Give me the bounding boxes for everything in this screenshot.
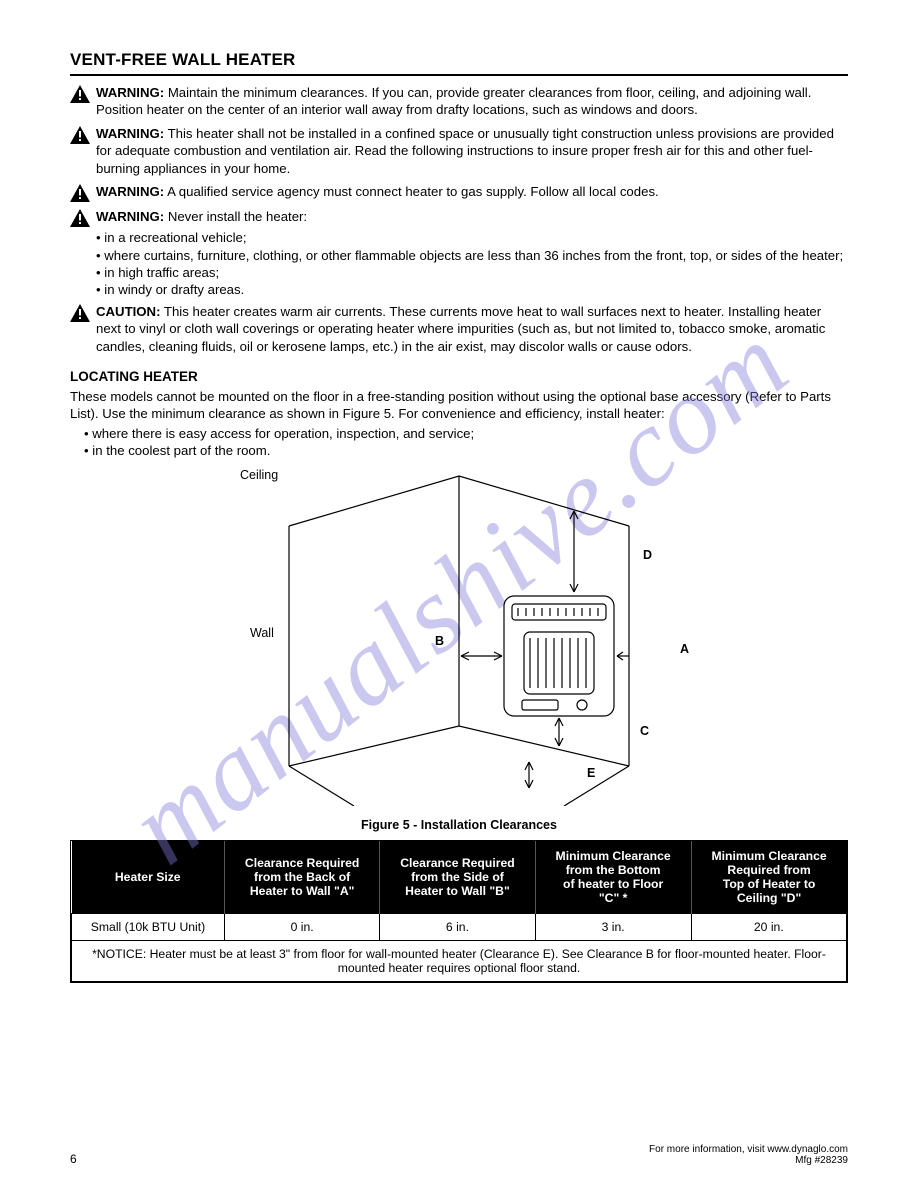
- table-header: Clearance Required from the Back of Heat…: [224, 841, 379, 914]
- list-item: • in high traffic areas;: [96, 264, 848, 281]
- table-header: Minimum Clearance Required from Top of H…: [691, 841, 846, 914]
- figure-5: Ceiling Wall D B A C E Figure 5 - Instal…: [70, 466, 848, 826]
- warning-text: WARNING: This heater shall not be instal…: [96, 125, 848, 177]
- warning-icon: [70, 126, 90, 144]
- label-C: C: [640, 724, 649, 738]
- label-E: E: [587, 766, 595, 780]
- table-row: Small (10k BTU Unit) 0 in. 6 in. 3 in. 2…: [72, 913, 847, 940]
- list-item: • in the coolest part of the room.: [84, 442, 848, 459]
- warning-item: WARNING: This heater shall not be instal…: [70, 125, 848, 177]
- label-ceiling: Ceiling: [240, 468, 278, 482]
- label-wall: Wall: [250, 626, 274, 640]
- warning-icon: [70, 304, 90, 322]
- table-cell: Small (10k BTU Unit): [72, 913, 225, 940]
- clearance-table: Heater Size Clearance Required from the …: [70, 840, 848, 983]
- title-rule: [70, 74, 848, 76]
- warning-text: WARNING: A qualified service agency must…: [96, 183, 659, 200]
- table-cell: 0 in.: [224, 913, 379, 940]
- warning-text: WARNING: Maintain the minimum clearances…: [96, 84, 848, 119]
- list-item: • where curtains, furniture, clothing, o…: [96, 247, 848, 264]
- warning-item: WARNING: Maintain the minimum clearances…: [70, 84, 848, 119]
- table-cell: 6 in.: [380, 913, 535, 940]
- table-cell: 3 in.: [535, 913, 691, 940]
- footer-right: For more information, visit www.dynaglo.…: [649, 1144, 848, 1166]
- page-title: VENT-FREE WALL HEATER: [70, 50, 848, 70]
- footer-line: For more information, visit www.dynaglo.…: [649, 1144, 848, 1155]
- list-item: • where there is easy access for operati…: [84, 425, 848, 442]
- table-notice: *NOTICE: Heater must be at least 3" from…: [72, 940, 847, 981]
- table-header: Clearance Required from the Side of Heat…: [380, 841, 535, 914]
- warning-icon: [70, 209, 90, 227]
- location-text: These models cannot be mounted on the fl…: [70, 388, 848, 423]
- list-item: • in a recreational vehicle;: [96, 229, 848, 246]
- location-bullets: • where there is easy access for operati…: [70, 425, 848, 460]
- table-cell: 20 in.: [691, 913, 846, 940]
- section-heading: LOCATING HEATER: [70, 369, 848, 384]
- label-D: D: [643, 548, 652, 562]
- table-header: Heater Size: [72, 841, 225, 914]
- table-row: *NOTICE: Heater must be at least 3" from…: [72, 940, 847, 981]
- caution-text: CAUTION: This heater creates warm air cu…: [96, 303, 848, 355]
- warning-icon: [70, 85, 90, 103]
- table-header: Minimum Clearance from the Bottom of hea…: [535, 841, 691, 914]
- never-install-list: • in a recreational vehicle; • where cur…: [70, 229, 848, 299]
- label-B: B: [435, 634, 444, 648]
- list-item: • in windy or drafty areas.: [96, 281, 848, 298]
- warning-item: WARNING: Never install the heater:: [70, 208, 848, 227]
- warning-text: WARNING: Never install the heater:: [96, 208, 307, 225]
- warnings-block: WARNING: Maintain the minimum clearances…: [70, 84, 848, 355]
- warning-icon: [70, 184, 90, 202]
- warning-item: WARNING: A qualified service agency must…: [70, 183, 848, 202]
- figure-caption: Figure 5 - Installation Clearances: [361, 818, 557, 832]
- footer-line: Mfg #28239: [649, 1155, 848, 1166]
- caution-item: CAUTION: This heater creates warm air cu…: [70, 303, 848, 355]
- page-number: 6: [70, 1152, 77, 1166]
- label-A: A: [680, 642, 689, 656]
- clearance-diagram: [229, 466, 689, 806]
- page: manualshive.com VENT-FREE WALL HEATER WA…: [0, 0, 918, 1188]
